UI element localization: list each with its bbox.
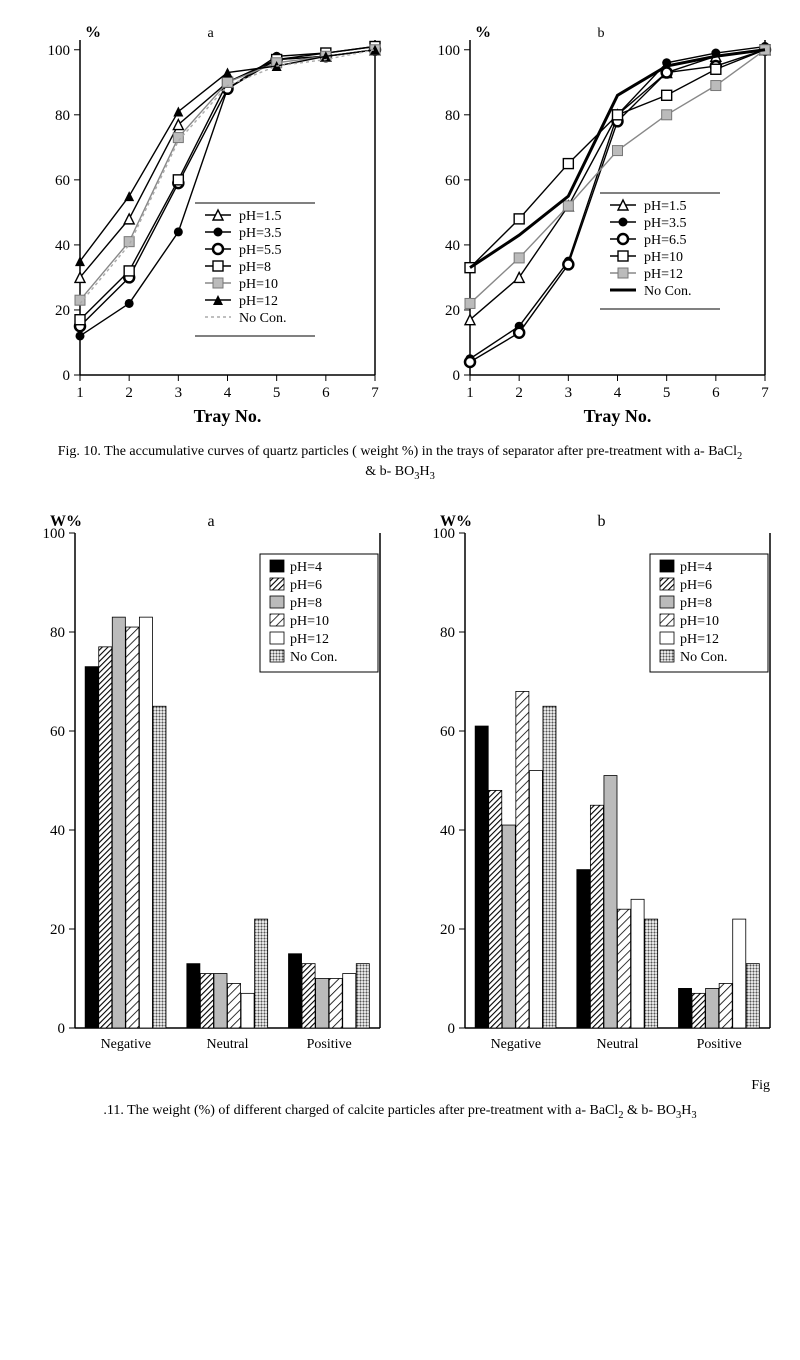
svg-text:5: 5 [273,385,281,401]
svg-text:100: 100 [438,43,461,59]
svg-text:a: a [208,26,215,41]
svg-text:pH=1.5: pH=1.5 [644,199,687,214]
svg-text:40: 40 [440,823,455,839]
svg-text:40: 40 [445,238,460,254]
svg-text:2: 2 [125,385,132,401]
svg-text:No Con.: No Con. [290,650,337,665]
svg-text:40: 40 [50,823,65,839]
svg-text:Positive: Positive [697,1037,742,1052]
svg-text:pH=6: pH=6 [290,578,322,593]
subscript: 3 [676,1110,681,1121]
figure-11-caption: .11. The weight (%) of different charged… [30,1102,770,1122]
figure-11-panel-a: 020406080100W%aNegativeNeutralPositivepH… [20,508,390,1073]
svg-text:pH=6: pH=6 [680,578,712,593]
caption-tail: & b- BO [624,1103,677,1118]
svg-text:7: 7 [761,385,769,401]
subscript: 3 [691,1110,696,1121]
svg-text:3: 3 [565,385,573,401]
svg-text:pH=12: pH=12 [680,632,719,647]
svg-text:0: 0 [58,1021,66,1037]
svg-text:40: 40 [55,238,70,254]
svg-text:Negative: Negative [491,1037,542,1052]
svg-text:W%: W% [440,513,472,530]
svg-text:pH=1.5: pH=1.5 [239,209,282,224]
svg-text:pH=12: pH=12 [644,267,683,282]
svg-text:pH=12: pH=12 [290,632,329,647]
svg-text:pH=8: pH=8 [680,596,712,611]
figure-11-prefix: Fig [10,1078,790,1094]
caption-text: .11. The weight (%) of different charged… [103,1103,618,1118]
svg-text:pH=6.5: pH=6.5 [644,233,687,248]
svg-text:pH=10: pH=10 [239,277,278,292]
figure-10-panel-a: 0 20 40 60 80 100 1 2 3 4 5 6 7% Tray No. a pH=1.5 pH=3.… [20,20,390,435]
svg-text:7: 7 [371,385,379,401]
svg-text:6: 6 [322,385,330,401]
svg-text:6: 6 [712,385,720,401]
svg-text:60: 60 [55,173,70,189]
svg-text:1: 1 [466,385,474,401]
svg-text:b: b [598,26,605,41]
svg-text:No Con.: No Con. [644,284,691,299]
svg-text:pH=10: pH=10 [644,250,683,265]
svg-text:Neutral: Neutral [597,1037,639,1052]
svg-text:pH=4: pH=4 [680,560,712,575]
svg-text:2: 2 [515,385,523,401]
caption-text-2: & b- BO [365,464,414,479]
svg-text:pH=8: pH=8 [239,260,271,275]
svg-text:60: 60 [50,724,65,740]
svg-text:Neutral: Neutral [207,1037,249,1052]
figure-11-panel-b: 020406080100W%bNegativeNeutralPositivepH… [410,508,780,1073]
svg-text:a: a [208,513,215,530]
svg-text:b: b [598,513,606,530]
svg-text:5: 5 [663,385,671,401]
svg-text:0: 0 [453,368,461,384]
figure-10-row: 0204060801001234567%Tray No.apH=1.5pH=3.… [10,20,790,435]
svg-text:pH=5.5: pH=5.5 [239,243,282,258]
subscript: 3 [430,471,435,482]
svg-text:pH=10: pH=10 [290,614,329,629]
svg-text:100: 100 [48,43,71,59]
svg-text:Positive: Positive [307,1037,352,1052]
svg-text:4: 4 [614,385,622,401]
svg-text:4: 4 [224,385,232,401]
svg-text:No Con.: No Con. [239,311,286,326]
svg-text:80: 80 [440,625,455,641]
svg-text:Tray No.: Tray No. [194,406,262,426]
svg-text:0: 0 [63,368,71,384]
svg-text:60: 60 [440,724,455,740]
svg-text:No Con.: No Con. [680,650,727,665]
subscript: 2 [737,451,742,462]
caption-text-3: H [419,464,429,479]
svg-text:0: 0 [448,1021,456,1037]
svg-text:20: 20 [445,303,460,319]
svg-text:Tray No.: Tray No. [584,406,652,426]
figure-10-caption: Fig. 10. The accumulative curves of quar… [30,443,770,484]
svg-text:20: 20 [50,922,65,938]
svg-text:20: 20 [440,922,455,938]
svg-text:80: 80 [445,108,460,124]
svg-text:pH=3.5: pH=3.5 [644,216,687,231]
svg-text:pH=8: pH=8 [290,596,322,611]
svg-text:Negative: Negative [101,1037,152,1052]
figure-10-panel-b: 0 20 40 60 80 100 1 2 3 4 5 6 7% Tray No. b pH=1.5 pH=3.… [410,20,780,435]
svg-text:pH=4: pH=4 [290,560,322,575]
svg-text:1: 1 [76,385,84,401]
svg-text:%: % [475,24,491,41]
svg-text:80: 80 [55,108,70,124]
svg-text:pH=12: pH=12 [239,294,278,309]
svg-text:pH=3.5: pH=3.5 [239,226,282,241]
svg-text:%: % [85,24,101,41]
svg-text:80: 80 [50,625,65,641]
svg-text:60: 60 [445,173,460,189]
svg-text:pH=10: pH=10 [680,614,719,629]
svg-text:W%: W% [50,513,82,530]
svg-text:3: 3 [175,385,183,401]
svg-text:20: 20 [55,303,70,319]
figure-11-row: 020406080100W%aNegativeNeutralPositivepH… [10,508,790,1073]
caption-text: Fig. 10. The accumulative curves of quar… [58,444,737,459]
